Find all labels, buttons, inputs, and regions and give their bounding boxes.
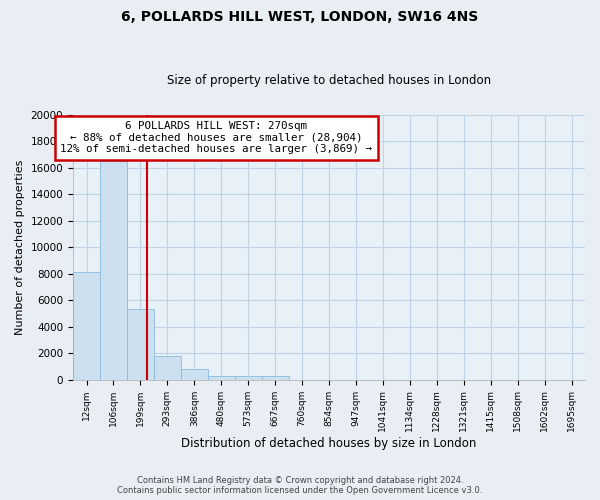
Title: Size of property relative to detached houses in London: Size of property relative to detached ho… (167, 74, 491, 87)
Bar (154, 356, 181, 380)
Bar (100, 161, 127, 380)
Bar (235, 376, 262, 380)
Text: 6, POLLARDS HILL WEST, LONDON, SW16 4NS: 6, POLLARDS HILL WEST, LONDON, SW16 4NS (121, 10, 479, 24)
Text: 6 POLLARDS HILL WEST: 270sqm
← 88% of detached houses are smaller (28,904)
12% o: 6 POLLARDS HILL WEST: 270sqm ← 88% of de… (61, 121, 373, 154)
Bar (262, 376, 289, 380)
Text: Contains HM Land Registry data © Crown copyright and database right 2024.
Contai: Contains HM Land Registry data © Crown c… (118, 476, 482, 495)
Bar (73, 272, 100, 380)
Y-axis label: Number of detached properties: Number of detached properties (15, 160, 25, 335)
X-axis label: Distribution of detached houses by size in London: Distribution of detached houses by size … (181, 437, 477, 450)
Bar (127, 310, 154, 380)
Bar (181, 369, 208, 380)
Bar (208, 376, 235, 380)
